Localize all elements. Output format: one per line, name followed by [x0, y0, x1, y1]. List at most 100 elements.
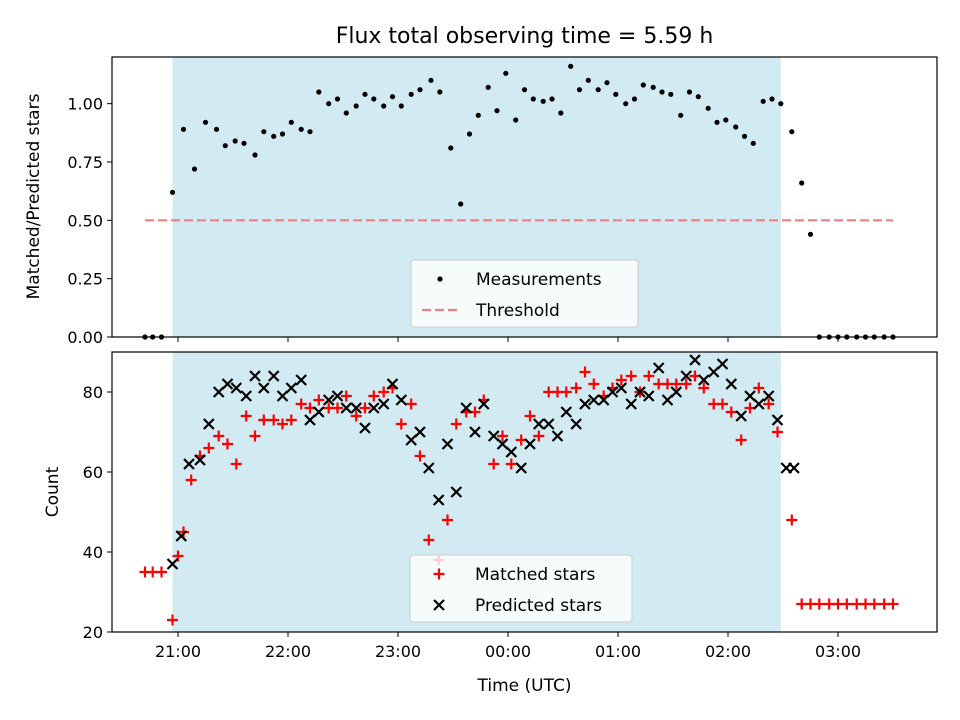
data-point: [625, 398, 637, 410]
data-point: [417, 87, 423, 93]
data-point: [340, 402, 353, 414]
data-point: [689, 354, 701, 366]
data-point: [475, 112, 481, 118]
data-point: [540, 98, 546, 104]
data-point: [487, 430, 500, 442]
data-point: [313, 406, 325, 418]
data-point: [760, 98, 766, 104]
top-panel: 0.00 0.25 0.50 0.75 1.00 Measurements Threshol…: [67, 56, 938, 347]
data-point: [167, 614, 178, 626]
data-point: [643, 370, 655, 382]
data-point: [579, 398, 591, 410]
data-point: [240, 390, 252, 402]
data-point: [414, 450, 426, 462]
data-point: [604, 80, 610, 86]
data-point: [813, 598, 825, 610]
data-point: [769, 96, 775, 102]
data-point: [183, 458, 195, 470]
data-point: [680, 370, 692, 382]
data-point: [788, 462, 800, 474]
data-point: [466, 131, 473, 137]
data-point: [213, 430, 225, 442]
legend-label: Matched stars: [475, 565, 595, 585]
y-axis-label-top: Matched/Predicted stars: [24, 93, 44, 299]
data-point: [570, 418, 582, 430]
data-point: [680, 378, 692, 390]
y-tick-label: 1.00: [67, 95, 103, 114]
data-point: [395, 394, 408, 406]
data-point: [368, 390, 380, 402]
data-point: [588, 394, 600, 406]
data-point: [313, 394, 325, 406]
x-tick-label: 23:00: [375, 642, 421, 661]
data-point: [763, 398, 775, 410]
data-point: [340, 390, 352, 402]
data-point: [405, 398, 417, 410]
data-point: [267, 370, 280, 382]
data-point: [670, 378, 682, 390]
data-point: [503, 70, 509, 76]
data-point: [332, 402, 343, 414]
data-point: [623, 101, 629, 107]
data-point: [643, 390, 655, 402]
data-point: [579, 366, 591, 378]
y-tick-label: 0.75: [67, 153, 103, 172]
data-point: [625, 370, 637, 382]
data-point: [202, 119, 209, 125]
legend-box: [409, 554, 633, 623]
data-point: [386, 378, 399, 390]
data-point: [615, 382, 628, 394]
series-measurements: [142, 63, 896, 340]
data-point: [735, 434, 747, 446]
data-point: [428, 77, 434, 83]
data-point: [588, 378, 600, 390]
data-point: [595, 87, 601, 93]
data-point: [650, 84, 656, 90]
data-point: [725, 406, 737, 418]
data-point: [304, 414, 316, 426]
data-point: [316, 89, 322, 95]
data-point: [560, 406, 573, 418]
data-point: [513, 117, 519, 123]
data-point: [753, 382, 765, 394]
data-point: [478, 398, 490, 410]
data-point: [222, 143, 228, 149]
data-point: [298, 126, 304, 132]
axes-frame: [111, 351, 938, 633]
data-point: [485, 84, 491, 90]
data-point: [585, 77, 591, 83]
data-point: [533, 430, 545, 442]
legend: Matched stars Predicted stars: [409, 554, 633, 623]
data-point: [405, 434, 417, 446]
data-point: [762, 390, 775, 402]
data-point: [494, 108, 500, 114]
chart-title: Flux total observing time = 5.59 h: [336, 24, 714, 49]
data-point: [169, 189, 176, 195]
data-point: [166, 558, 179, 570]
data-point: [450, 418, 462, 430]
data-point: [841, 598, 853, 610]
data-point: [285, 382, 298, 394]
data-point: [744, 390, 756, 402]
data-point: [549, 96, 555, 102]
data-point: [533, 418, 545, 430]
data-point: [261, 129, 267, 135]
legend: Measurements Threshold: [410, 259, 639, 328]
data-point: [331, 390, 344, 402]
data-point: [359, 422, 371, 434]
data-point: [408, 91, 414, 97]
data-point: [377, 398, 390, 410]
y-tick-label: 80: [83, 383, 103, 402]
data-point: [362, 91, 368, 97]
data-point: [258, 414, 270, 426]
data-point: [530, 96, 536, 102]
data-point: [185, 474, 197, 486]
data-point: [725, 378, 738, 390]
data-point: [326, 101, 332, 107]
data-point: [789, 129, 795, 135]
data-point: [723, 117, 729, 123]
data-point: [668, 91, 674, 97]
data-point: [741, 133, 748, 139]
data-point: [686, 89, 693, 95]
data-point: [368, 402, 380, 414]
